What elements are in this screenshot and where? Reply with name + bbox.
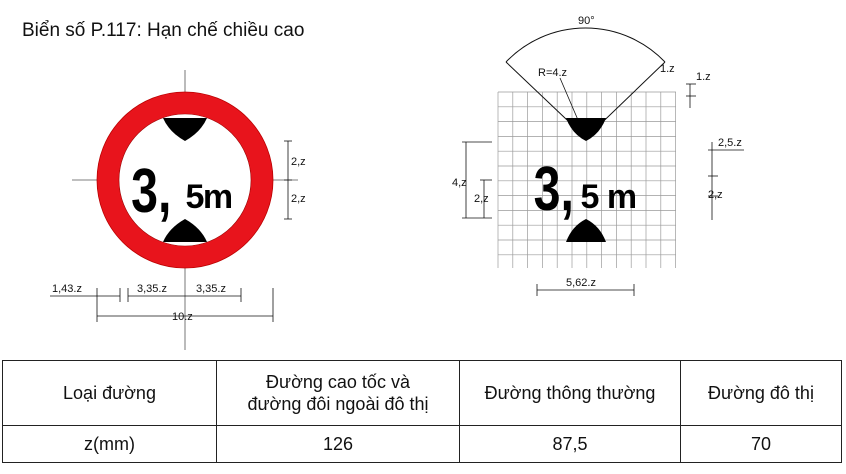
- grid-bottom-wedge-icon: [566, 219, 606, 242]
- left-horizontal-dims: [50, 288, 274, 322]
- ring-outline: [96, 91, 274, 269]
- dim-angle: 90°: [578, 15, 595, 27]
- table-header-row: Loại đường Đường cao tốc và đường đôi ng…: [2, 360, 842, 426]
- dim-radius: R=4.z: [538, 67, 567, 79]
- header-road-type: Loại đường: [2, 360, 217, 426]
- dim-total: 10.z: [172, 311, 193, 323]
- grid-value-big: 3,: [534, 154, 574, 223]
- sign-face: [118, 113, 252, 247]
- left-sign-drawing: 3, 5 m 2,z 2,z 1,43.z 3,35.z 3,35.z 10.z: [50, 70, 306, 350]
- red-ring: [97, 92, 273, 268]
- dim-right-lower: 2,z: [708, 189, 723, 201]
- dim-top-small2: 1.z: [696, 71, 711, 83]
- dim-left-inner: 2,z: [474, 193, 489, 205]
- dim-v1: 2,z: [291, 156, 306, 168]
- left-vertical-dims: [284, 140, 292, 220]
- dim-d3: 3,35.z: [196, 283, 226, 295]
- dim-left-outer: 4,z: [452, 177, 467, 189]
- grid-left-dims: [462, 141, 492, 219]
- dim-v2: 2,z: [291, 193, 306, 205]
- page-title: Biển số P.117: Hạn chế chiều cao: [22, 20, 305, 41]
- angle-arc: [505, 27, 666, 63]
- sign-diagram: 3, 5 m 2,z 2,z 1,43.z 3,35.z 3,35.z 10.z: [50, 15, 744, 350]
- dim-bottom: 5,62.z: [566, 277, 596, 289]
- header-urban-road: Đường đô thị: [680, 360, 842, 426]
- size-table: Loại đường Đường cao tốc và đường đôi ng…: [2, 360, 842, 463]
- row-label: z(mm): [2, 425, 217, 463]
- grid-bottom-dims: [536, 284, 635, 296]
- value-expressway: 126: [216, 425, 460, 463]
- grid-unit: m: [607, 178, 637, 216]
- value-urban-road: 70: [680, 425, 842, 463]
- radius-line: [559, 77, 579, 121]
- value-normal-road: 87,5: [459, 425, 681, 463]
- top-wedge-icon: [163, 118, 207, 141]
- dim-d2: 3,35.z: [137, 283, 167, 295]
- dim-right-upper: 2,5.z: [718, 137, 742, 149]
- grid-top-wedge-icon: [566, 118, 606, 141]
- grid-value-small: 5: [581, 178, 600, 216]
- sign-unit: m: [203, 178, 233, 216]
- dim-top-small: 1.z: [660, 63, 675, 75]
- sign-value-big: 3,: [131, 156, 171, 225]
- grid-right-dims: [686, 83, 744, 220]
- sign-value-small: 5: [186, 178, 205, 216]
- bottom-wedge-icon: [163, 219, 207, 242]
- dim-d1: 1,43.z: [52, 283, 82, 295]
- right-grid-drawing: 90° R=4.z 1.z 3, 5 m 1.z 2,5.z 2,z: [452, 15, 744, 296]
- header-normal-road: Đường thông thường: [459, 360, 681, 426]
- header-expressway: Đường cao tốc và đường đôi ngoài đô thị: [216, 360, 460, 426]
- table-row: z(mm) 126 87,5 70: [2, 425, 842, 463]
